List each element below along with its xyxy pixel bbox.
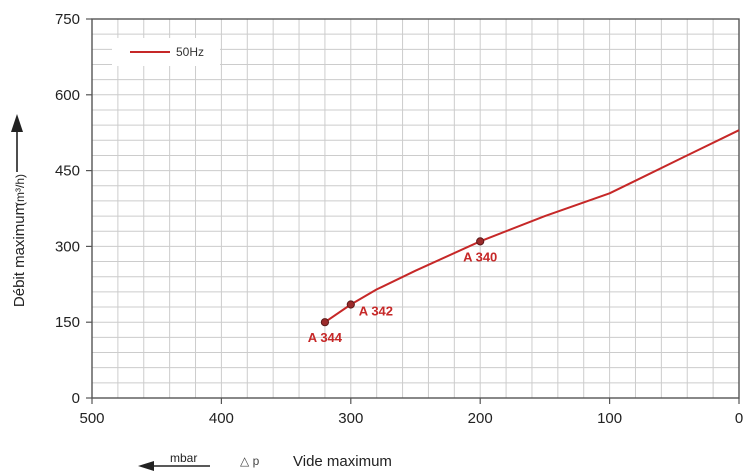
legend-label-50hz: 50Hz	[176, 45, 204, 59]
y-axis-title-group: Débit maximum	[11, 203, 28, 307]
axis-layer	[91, 18, 740, 399]
data-point-marker	[476, 237, 485, 246]
x-axis-title: Vide maximum	[293, 453, 392, 470]
ticks-layer: 0 150 300 450 600 750 500 400 300 200 100 0	[55, 11, 743, 427]
y-tick-label: 0	[72, 390, 80, 407]
plot-frame	[91, 18, 740, 399]
model-annotation-label: A 344	[308, 330, 343, 345]
x-tick-label: 0	[735, 410, 743, 427]
grid-layer	[91, 18, 740, 399]
x-axis-unit: mbar	[170, 451, 197, 465]
y-tick-label: 150	[55, 314, 80, 331]
x-tick-label: 200	[468, 410, 493, 427]
y-tick-label: 450	[55, 163, 80, 180]
y-axis-arrow-icon	[11, 114, 23, 172]
x-axis-delta-symbol: △ p	[240, 454, 260, 468]
model-annotation-label: A 342	[359, 304, 393, 319]
x-tick-label: 100	[597, 410, 622, 427]
series-line-50hz	[324, 129, 740, 324]
x-tick-label: 300	[338, 410, 363, 427]
model-annotation-label: A 340	[463, 249, 497, 264]
legend: 50Hz	[112, 38, 220, 66]
data-point-marker	[320, 318, 330, 327]
x-axis-arrow-icon	[138, 461, 210, 471]
y-axis-title: Débit maximum	[11, 203, 28, 307]
y-axis-unit: (m³/h)	[13, 174, 27, 206]
x-tick-label: 400	[209, 410, 234, 427]
series-layer: A 344 A 342 A 340	[308, 129, 740, 345]
y-tick-label: 300	[55, 238, 80, 255]
y-tick-label: 750	[55, 11, 80, 28]
y-axis-unit-group: (m³/h)	[13, 174, 27, 206]
data-point-marker	[346, 300, 355, 309]
y-tick-label: 600	[55, 87, 80, 104]
x-tick-label: 500	[79, 410, 104, 427]
